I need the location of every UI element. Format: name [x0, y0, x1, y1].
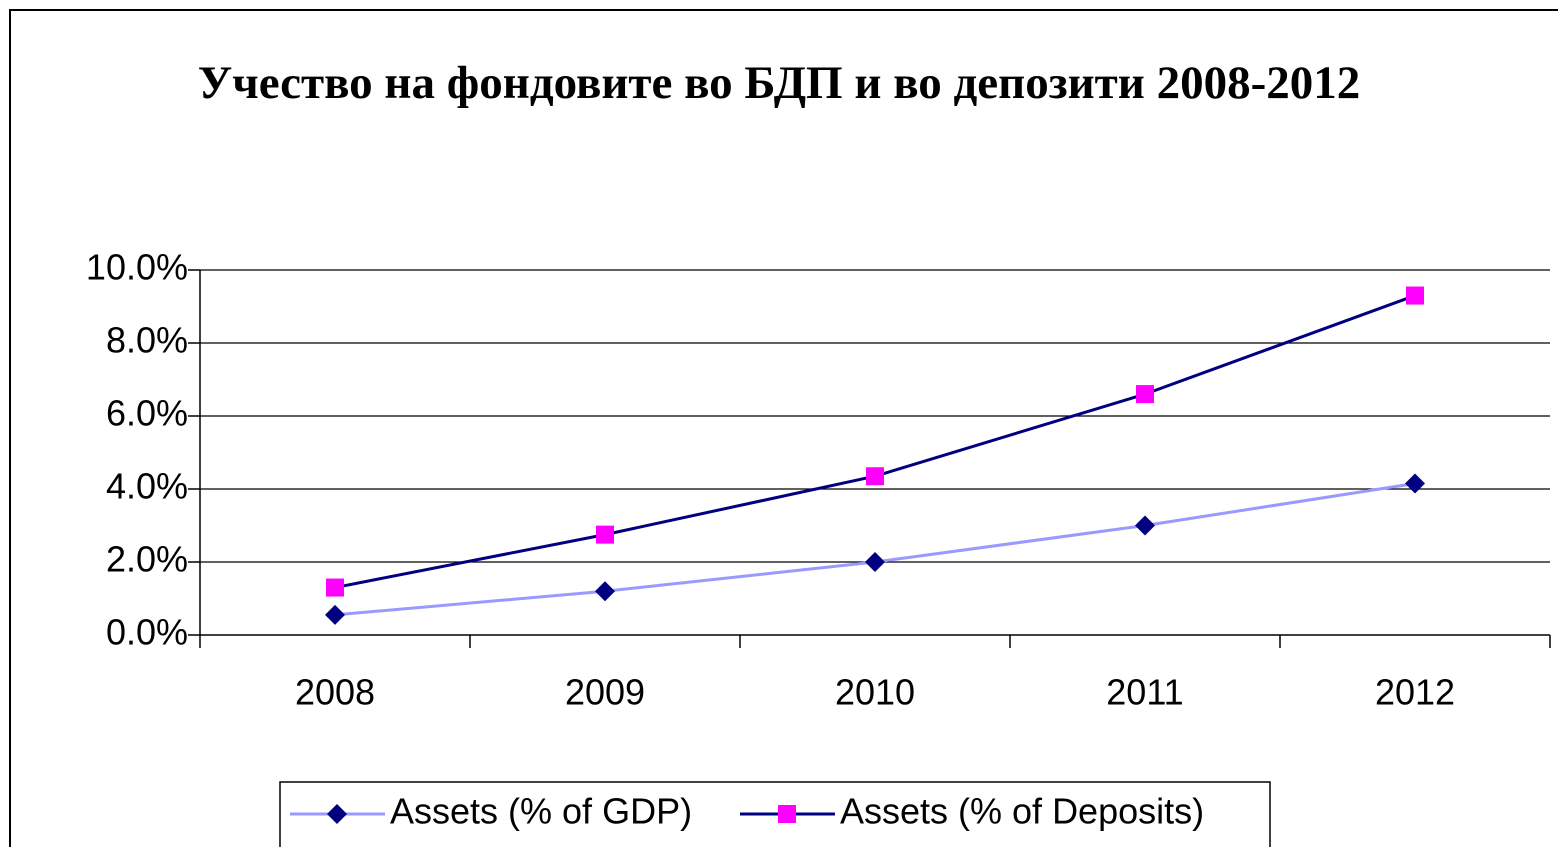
series-line: [334, 294, 1416, 590]
x-tick-label: 2009: [565, 672, 645, 713]
point: [595, 581, 615, 602]
series-line: [334, 482, 1416, 617]
y-tick-label: 8.0%: [106, 320, 188, 361]
x-tick-label: 2011: [1106, 672, 1183, 713]
point: [1136, 385, 1154, 404]
chart-title: Учество на фондовите во БДП и во депозит…: [197, 57, 1361, 109]
legend-label: Assets (% of GDP): [390, 791, 692, 832]
point: [326, 578, 344, 597]
y-tick-label: 4.0%: [106, 466, 188, 507]
legend-marker: [778, 805, 796, 823]
y-tick-label: 0.0%: [106, 612, 188, 653]
point: [596, 525, 614, 544]
y-tick-label: 6.0%: [106, 393, 188, 434]
chart-border: [9, 9, 1558, 847]
point: [1135, 515, 1155, 536]
y-tick-label: 2.0%: [106, 539, 188, 580]
y-tick-label: 10.0%: [86, 247, 188, 288]
point: [865, 552, 885, 572]
legend-label: Assets (% of Deposits): [840, 791, 1204, 832]
x-tick-label: 2012: [1375, 672, 1455, 713]
point: [1405, 473, 1425, 494]
x-tick-label: 2008: [295, 672, 375, 713]
point: [1406, 286, 1424, 305]
point: [866, 467, 884, 486]
point: [325, 604, 345, 625]
legend-marker: [327, 804, 347, 824]
x-tick-label: 2010: [835, 672, 915, 713]
